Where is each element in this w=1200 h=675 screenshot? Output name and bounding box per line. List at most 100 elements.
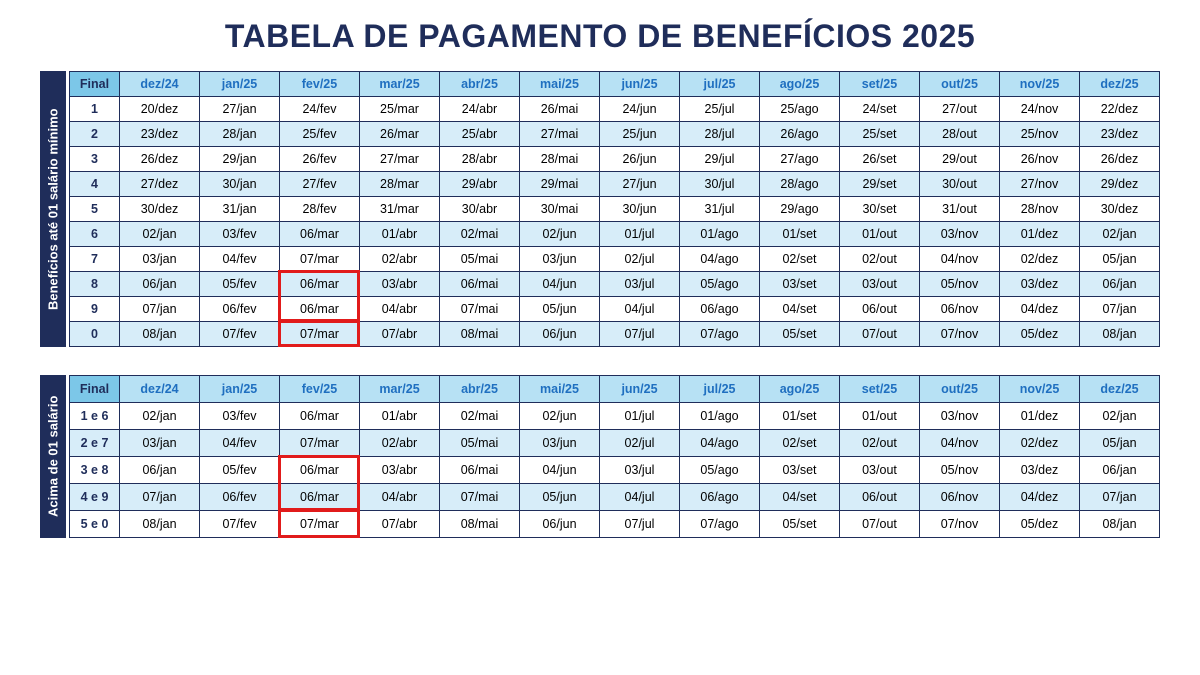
date-cell: 22/dez (1080, 97, 1160, 122)
row-label: 9 (70, 297, 120, 322)
col-header-month: nov/25 (1000, 376, 1080, 403)
date-cell: 27/nov (1000, 172, 1080, 197)
date-cell: 03/jan (120, 247, 200, 272)
date-cell: 02/jan (120, 403, 200, 430)
date-cell: 28/mar (360, 172, 440, 197)
date-cell: 06/mar (280, 222, 360, 247)
date-cell: 02/mai (440, 403, 520, 430)
date-cell: 04/jul (600, 297, 680, 322)
col-header-month: dez/24 (120, 376, 200, 403)
date-cell: 05/jun (520, 484, 600, 511)
date-cell: 02/set (760, 430, 840, 457)
date-cell: 06/nov (920, 484, 1000, 511)
date-cell: 26/nov (1000, 147, 1080, 172)
date-cell: 03/set (760, 457, 840, 484)
date-cell: 26/set (840, 147, 920, 172)
row-label: 7 (70, 247, 120, 272)
date-cell: 28/mai (520, 147, 600, 172)
date-cell: 30/abr (440, 197, 520, 222)
date-cell: 02/out (840, 430, 920, 457)
date-cell: 07/out (840, 322, 920, 347)
date-cell: 07/abr (360, 322, 440, 347)
col-header-month: jul/25 (680, 72, 760, 97)
date-cell: 05/set (760, 322, 840, 347)
date-cell: 04/abr (360, 484, 440, 511)
date-cell: 27/mai (520, 122, 600, 147)
date-cell: 26/jun (600, 147, 680, 172)
date-cell: 28/ago (760, 172, 840, 197)
date-cell: 28/jul (680, 122, 760, 147)
date-cell: 02/mai (440, 222, 520, 247)
date-cell: 05/mai (440, 430, 520, 457)
date-cell: 04/dez (1000, 484, 1080, 511)
date-cell: 01/jul (600, 403, 680, 430)
date-cell: 27/dez (120, 172, 200, 197)
date-cell: 30/out (920, 172, 1000, 197)
date-cell: 01/jul (600, 222, 680, 247)
date-cell: 27/jan (200, 97, 280, 122)
col-header-month: out/25 (920, 376, 1000, 403)
date-cell: 02/dez (1000, 247, 1080, 272)
date-cell: 07/jan (120, 484, 200, 511)
col-header-month: ago/25 (760, 72, 840, 97)
col-header-month: dez/25 (1080, 376, 1160, 403)
date-cell: 03/set (760, 272, 840, 297)
date-cell: 30/jul (680, 172, 760, 197)
date-cell: 08/mai (440, 511, 520, 538)
col-header-month: jun/25 (600, 376, 680, 403)
row-label: 5 e 0 (70, 511, 120, 538)
date-cell: 01/set (760, 222, 840, 247)
date-cell: 08/jan (1080, 322, 1160, 347)
date-cell: 07/nov (920, 511, 1000, 538)
date-cell: 03/fev (200, 403, 280, 430)
date-cell: 03/nov (920, 222, 1000, 247)
date-cell: 02/jan (120, 222, 200, 247)
date-cell: 04/set (760, 297, 840, 322)
date-cell: 01/abr (360, 222, 440, 247)
date-cell: 06/jan (1080, 272, 1160, 297)
date-cell: 02/jul (600, 247, 680, 272)
date-cell: 06/mar (280, 484, 360, 511)
row-label: 1 e 6 (70, 403, 120, 430)
date-cell: 05/jan (1080, 247, 1160, 272)
date-cell: 31/out (920, 197, 1000, 222)
date-cell: 24/fev (280, 97, 360, 122)
date-cell: 30/dez (1080, 197, 1160, 222)
date-cell: 03/dez (1000, 457, 1080, 484)
date-cell: 28/nov (1000, 197, 1080, 222)
table-upto-min-side-label: Benefícios até 01 salário mínimo (40, 71, 66, 347)
col-header-month: nov/25 (1000, 72, 1080, 97)
col-header-final: Final (70, 72, 120, 97)
date-cell: 03/dez (1000, 272, 1080, 297)
date-cell: 28/abr (440, 147, 520, 172)
date-cell: 25/abr (440, 122, 520, 147)
date-cell: 03/jun (520, 430, 600, 457)
row-label: 4 (70, 172, 120, 197)
page-title: TABELA DE PAGAMENTO DE BENEFÍCIOS 2025 (40, 18, 1160, 55)
date-cell: 25/nov (1000, 122, 1080, 147)
date-cell: 07/mar (280, 430, 360, 457)
date-cell: 06/mai (440, 457, 520, 484)
date-cell: 06/jan (120, 272, 200, 297)
date-cell: 28/jan (200, 122, 280, 147)
date-cell: 04/ago (680, 430, 760, 457)
date-cell: 03/jan (120, 430, 200, 457)
date-cell: 07/mar (280, 247, 360, 272)
date-cell: 26/dez (1080, 147, 1160, 172)
date-cell: 29/abr (440, 172, 520, 197)
date-cell: 05/fev (200, 457, 280, 484)
date-cell: 05/jan (1080, 430, 1160, 457)
date-cell: 04/abr (360, 297, 440, 322)
date-cell: 30/jun (600, 197, 680, 222)
date-cell: 29/ago (760, 197, 840, 222)
date-cell: 05/nov (920, 272, 1000, 297)
date-cell: 24/abr (440, 97, 520, 122)
date-cell: 25/fev (280, 122, 360, 147)
date-cell: 31/jul (680, 197, 760, 222)
date-cell: 02/abr (360, 430, 440, 457)
date-cell: 04/fev (200, 430, 280, 457)
row-label: 4 e 9 (70, 484, 120, 511)
date-cell: 23/dez (1080, 122, 1160, 147)
date-cell: 04/jun (520, 457, 600, 484)
date-cell: 25/ago (760, 97, 840, 122)
